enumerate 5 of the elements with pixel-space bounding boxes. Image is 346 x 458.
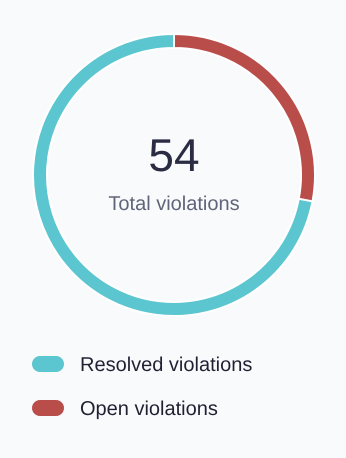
legend-label: Open violations (80, 398, 218, 420)
text: Total violations (108, 193, 240, 215)
donut-slice (32, 33, 314, 317)
legend-label: Resolved violations (80, 354, 252, 376)
text: 54 (148, 129, 200, 181)
